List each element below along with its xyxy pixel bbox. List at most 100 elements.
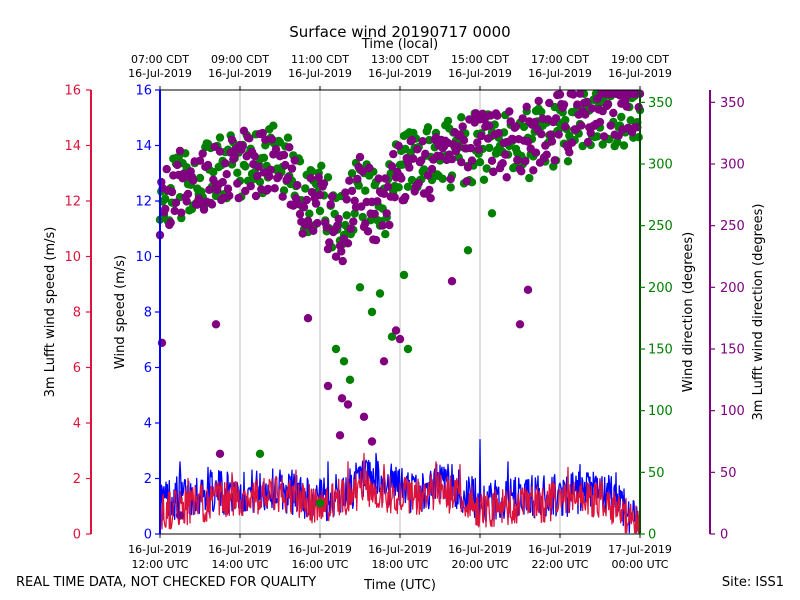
series-1: [159, 452, 641, 534]
series-2-point-121: [317, 161, 326, 170]
series-3-point-223: [453, 142, 462, 151]
lufft_speed-tick-label-0: 0: [73, 528, 81, 543]
series-3-point-103: [293, 181, 302, 190]
wind_dir-tick-label-5: 250: [648, 219, 673, 234]
series-3-point-129: [327, 192, 337, 201]
lufft_dir-tick-label-6: 300: [720, 158, 745, 173]
series-3-point-196: [417, 156, 426, 165]
series-3-point-126: [323, 244, 333, 254]
series-3-point-253: [493, 111, 502, 120]
series-3-point-369: [379, 357, 389, 366]
series-3-point-227: [458, 122, 467, 131]
series-3-point-156: [363, 227, 373, 236]
wind_dir-tick-label-3: 150: [648, 343, 673, 358]
series-3-point-30: [195, 156, 205, 165]
series-3-point-96: [283, 173, 293, 182]
series-3-point-340: [609, 108, 618, 118]
top-tick-label-date-0: 16-Jul-2019: [128, 67, 192, 80]
series-2-point-179: [394, 183, 403, 192]
series-3-point-161: [370, 209, 379, 219]
lufft_dir-tick-label-4: 200: [720, 281, 745, 296]
series-3-point-263: [506, 117, 515, 126]
top-tick-label-date-5: 16-Jul-2019: [528, 67, 592, 80]
series-2-point-45: [215, 133, 225, 142]
series-3-point-230: [462, 177, 471, 186]
series-2-point-369: [403, 344, 413, 354]
series-2-point-367: [387, 332, 397, 341]
series-3-point-171: [383, 182, 393, 191]
series-3-point-82: [265, 172, 274, 181]
series-2-point-140: [342, 211, 351, 220]
bottom-tick-label-time-3: 18:00 UTC: [371, 558, 428, 571]
bottom-tick-label-date-0: 16-Jul-2019: [128, 543, 192, 556]
series-3-point-83: [266, 165, 275, 174]
series-2-point-126: [323, 173, 333, 182]
site-label: Site: ISS1: [721, 575, 784, 590]
lufft_speed-tick-label-5: 10: [64, 250, 81, 265]
lufft_speed-tick-label-7: 14: [64, 139, 81, 154]
series-3-point-259: [501, 150, 510, 159]
series-3-point-58: [233, 179, 242, 188]
series-3-point-363: [303, 314, 313, 323]
series-3-point-179: [394, 141, 403, 151]
series-2-point-364: [355, 283, 365, 292]
lufft_dir-tick-label-0: 0: [720, 528, 728, 543]
series-3-point-370: [391, 326, 401, 335]
series-2-point-40: [209, 167, 218, 177]
wind_speed-tick-label-4: 8: [144, 306, 152, 321]
series-3-point-371: [395, 334, 405, 344]
series-3-point-71: [250, 152, 259, 161]
wind_speed-tick-label-5: 10: [135, 250, 152, 265]
series-3-point-140: [342, 195, 351, 204]
series-3-point-36: [203, 160, 213, 170]
series-3-point-127: [325, 238, 334, 247]
series-3-point-323: [586, 128, 595, 137]
series-3-point-275: [522, 102, 531, 112]
series-2-point-328: [593, 132, 602, 141]
bottom-tick-label-time-6: 00:00 UTC: [611, 558, 668, 571]
series-3-point-377: [335, 431, 345, 440]
series-2-point-226: [457, 113, 466, 122]
series-3-point-132: [331, 252, 341, 261]
series-3-point-8: [166, 218, 175, 227]
series-3-point-169: [381, 174, 390, 183]
series-3-point-11: [170, 206, 179, 216]
bottom-tick-label-date-4: 16-Jul-2019: [448, 543, 512, 556]
series-3-point-281: [530, 118, 539, 127]
series-3-point-5: [162, 164, 171, 174]
top-tick-label-time-1: 09:00 CDT: [211, 53, 269, 66]
series-2-point-368: [399, 270, 409, 280]
series-3-point-37: [205, 185, 214, 194]
series-3-point-115: [309, 226, 318, 235]
series-3-point-367: [359, 412, 369, 421]
wind_dir-tick-label-7: 350: [648, 96, 673, 111]
lufft_dir-tick-label-5: 250: [720, 219, 745, 234]
series-3-point-143: [346, 224, 355, 233]
top-tick-label-date-2: 16-Jul-2019: [288, 67, 352, 80]
series-3-point-62: [238, 142, 247, 151]
series-3-point-189: [407, 135, 417, 145]
series-3-point-199: [421, 149, 430, 158]
wind_speed-tick-label-8: 16: [135, 84, 152, 99]
series-3-point-257: [498, 159, 507, 168]
series-3-point-13: [173, 160, 182, 170]
series-3-point-99: [287, 164, 297, 173]
series-3-point-247: [485, 121, 494, 130]
series-3-point-324: [587, 104, 597, 113]
series-3-point-290: [542, 150, 551, 159]
series-2-point-365: [367, 307, 377, 317]
lufft_speed-tick-label-4: 8: [73, 306, 81, 321]
series-3-point-234: [467, 156, 477, 165]
series-3-point-246: [483, 134, 493, 143]
series-3-point-321: [583, 137, 593, 147]
series-3-point-303: [559, 100, 569, 109]
series-3-point-52: [225, 191, 234, 200]
bottom-tick-label-date-3: 16-Jul-2019: [368, 543, 432, 556]
series-3-point-237: [471, 109, 481, 118]
vertical-gridlines: [239, 90, 561, 534]
series-3-point-374: [447, 277, 457, 286]
bottom-tick-label-date-5: 16-Jul-2019: [528, 543, 592, 556]
series-3-point-330: [595, 117, 605, 127]
quality-disclaimer: REAL TIME DATA, NOT CHECKED FOR QUALITY: [16, 575, 317, 590]
top-tick-label-time-5: 17:00 CDT: [531, 53, 589, 66]
